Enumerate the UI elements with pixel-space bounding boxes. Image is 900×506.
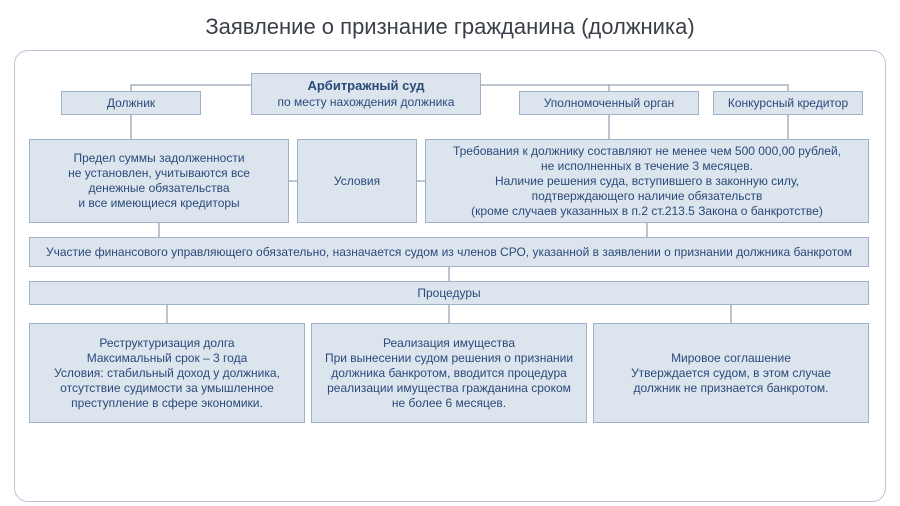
node-line: При вынесении судом решения о признании [325,351,573,366]
node-line: Реструктуризация долга [99,336,234,351]
node-cond_right: Требования к должнику составляют не мене… [425,139,869,223]
node-line: должника банкротом, вводится процедура [331,366,567,381]
node-line: отсутствие судимости за умышленное [60,381,274,396]
node-line: Конкурсный кредитор [728,96,848,111]
node-line: Условия: стабильный доход у должника, [54,366,280,381]
node-line: Наличие решения суда, вступившего в зако… [495,174,799,189]
node-line: Условия [334,174,380,189]
node-line: подтверждающего наличие обязательств [532,189,763,204]
node-proc_hdr: Процедуры [29,281,869,305]
node-line: денежные обязательства [88,181,229,196]
node-line: (кроме случаев указанных в п.2 ст.213.5 … [471,204,823,219]
node-creditor: Конкурсный кредитор [713,91,863,115]
node-line: не более 6 месяцев. [392,396,506,411]
node-line: должник не признается банкротом. [634,381,829,396]
page-title: Заявление о признание гражданина (должни… [0,0,900,50]
node-line: Участие финансового управляющего обязате… [46,245,852,260]
node-line: Максимальный срок – 3 года [87,351,248,366]
node-proc3: Мировое соглашениеУтверждается судом, в … [593,323,869,423]
node-line: Мировое соглашение [671,351,791,366]
node-line: Предел суммы задолженности [73,151,244,166]
node-line: не исполненных в течение 3 месяцев. [541,159,753,174]
diagram-canvas: Арбитражный судпо месту нахождения должн… [29,67,869,487]
node-manager: Участие финансового управляющего обязате… [29,237,869,267]
node-line: Уполномоченный орган [544,96,675,111]
node-proc2: Реализация имуществаПри вынесении судом … [311,323,587,423]
node-line: Реализация имущества [383,336,515,351]
node-proc1: Реструктуризация долгаМаксимальный срок … [29,323,305,423]
connector-layer [29,67,869,487]
node-heading: Арбитражный суд [307,78,424,94]
node-line: Процедуры [417,286,480,301]
node-court: Арбитражный судпо месту нахождения должн… [251,73,481,115]
node-debtor: Должник [61,91,201,115]
node-line: Утверждается судом, в этом случае [631,366,831,381]
node-cond_mid: Условия [297,139,417,223]
node-cond_left: Предел суммы задолженностине установлен,… [29,139,289,223]
node-line: и все имеющиеся кредиторы [78,196,239,211]
diagram-frame: Арбитражный судпо месту нахождения должн… [14,50,886,502]
node-line: не установлен, учитываются все [68,166,250,181]
node-line: Должник [107,96,155,111]
node-authorg: Уполномоченный орган [519,91,699,115]
node-line: преступление в сфере экономики. [71,396,263,411]
node-line: по месту нахождения должника [278,95,455,110]
node-line: реализации имущества гражданина сроком [327,381,571,396]
node-line: Требования к должнику составляют не мене… [453,144,841,159]
